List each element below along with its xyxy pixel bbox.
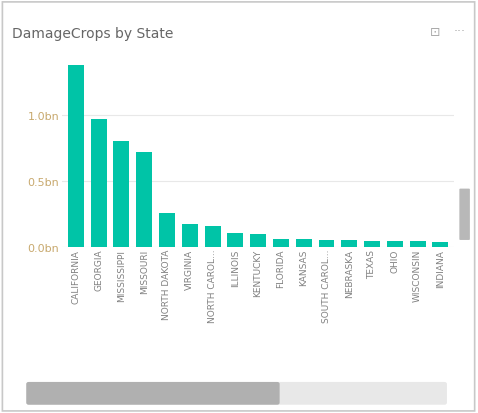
Bar [91,120,107,248]
Bar [341,241,357,248]
Bar [159,214,175,248]
Bar [136,153,152,248]
Bar [387,242,403,248]
Bar [68,65,84,248]
Bar [205,226,220,248]
Bar [250,235,266,248]
Bar [228,234,243,248]
Bar [113,142,130,248]
Text: DamageCrops by State: DamageCrops by State [12,27,174,41]
Bar [296,240,312,248]
Bar [182,224,198,248]
Bar [433,242,448,248]
Bar [318,240,335,248]
Text: ⊡: ⊡ [430,26,441,38]
Bar [273,239,289,248]
Text: ···: ··· [454,25,466,38]
Bar [364,241,380,248]
Bar [410,242,425,248]
